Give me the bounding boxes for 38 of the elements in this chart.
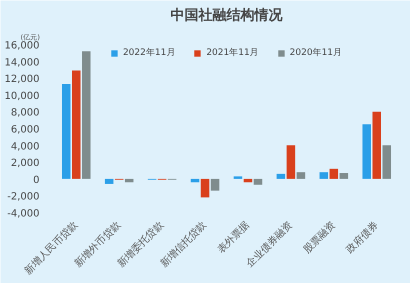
y-tick-label: 2,000 xyxy=(10,158,40,170)
bar xyxy=(382,145,392,179)
bar xyxy=(244,178,252,182)
bar xyxy=(234,176,242,179)
y-tick-label: -4,000 xyxy=(7,208,40,220)
y-tick-label: 16,000 xyxy=(4,40,40,52)
y-tick-label: 10,000 xyxy=(4,90,40,102)
bar xyxy=(296,172,306,179)
bar xyxy=(276,174,286,179)
chart-title: 中国社融结构情况 xyxy=(170,8,284,24)
x-tick-label: 股票融资 xyxy=(300,218,338,256)
legend-label: 2020年11月 xyxy=(290,46,342,59)
x-tick-label: 政府债券 xyxy=(344,218,381,256)
y-tick-label: 0 xyxy=(33,174,40,186)
y-tick-label: 14,000 xyxy=(4,57,40,68)
bar xyxy=(190,178,200,182)
bar xyxy=(210,178,220,191)
bar xyxy=(62,84,70,179)
bar xyxy=(72,70,81,179)
bar xyxy=(82,51,91,179)
bar xyxy=(104,178,114,184)
bar xyxy=(254,178,262,185)
y-tick-label: 6,000 xyxy=(10,124,40,136)
bar xyxy=(124,178,134,182)
bar xyxy=(340,173,348,179)
y-tick-label: 8,000 xyxy=(10,108,40,119)
bar xyxy=(362,124,371,179)
bar xyxy=(200,178,210,198)
x-tick-label: 表外票据 xyxy=(215,218,252,256)
bar xyxy=(320,172,328,179)
legend-label: 2021年11月 xyxy=(206,46,259,59)
legend-label: 2022年11月 xyxy=(122,46,176,59)
y-tick-label: 4,000 xyxy=(10,141,40,152)
bar xyxy=(372,112,381,179)
bar xyxy=(286,145,296,179)
bar xyxy=(330,168,338,179)
y-tick-label: 12,000 xyxy=(4,74,40,86)
y-tick-label: -2,000 xyxy=(7,192,40,203)
